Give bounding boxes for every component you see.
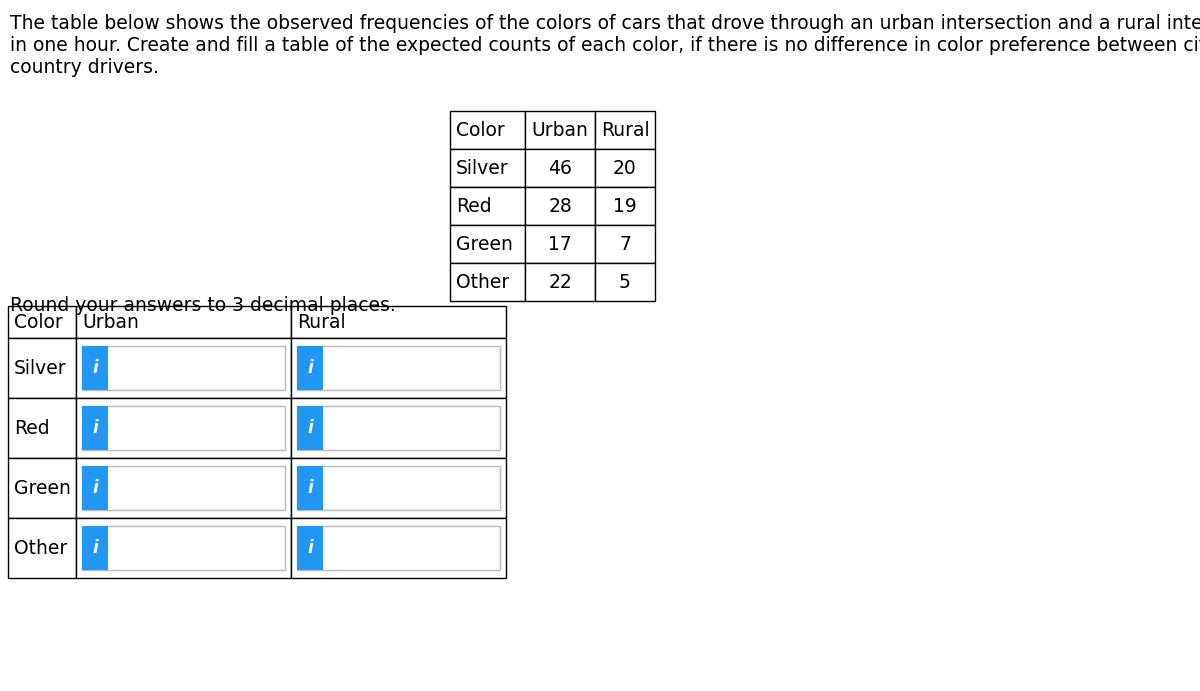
Bar [82, 526, 286, 570]
Text: Other: Other [14, 538, 67, 558]
Text: 5: 5 [619, 272, 631, 292]
Bar [526, 263, 595, 301]
Text: 7: 7 [619, 234, 631, 254]
Bar [82, 406, 108, 450]
Bar [526, 149, 595, 187]
Bar [76, 458, 292, 518]
Bar [450, 225, 526, 263]
Bar [82, 406, 286, 450]
Text: 28: 28 [548, 196, 572, 216]
Bar [76, 338, 292, 398]
Bar [76, 398, 292, 458]
Text: Green: Green [14, 478, 71, 498]
Text: in one hour. Create and fill a table of the expected counts of each color, if th: in one hour. Create and fill a table of … [10, 36, 1200, 55]
Bar [292, 518, 506, 578]
Bar [595, 225, 655, 263]
Bar [8, 306, 76, 338]
Text: Rural: Rural [298, 312, 346, 332]
Bar [292, 338, 506, 398]
Text: Color: Color [14, 312, 62, 332]
Text: i: i [92, 419, 98, 437]
Bar [292, 458, 506, 518]
Text: Silver: Silver [456, 158, 509, 178]
Text: i: i [307, 419, 313, 437]
Bar [76, 306, 292, 338]
Bar [298, 406, 500, 450]
Bar [76, 518, 292, 578]
Bar [292, 398, 506, 458]
Text: Urban: Urban [532, 120, 588, 140]
Bar [8, 518, 76, 578]
Bar [595, 263, 655, 301]
Bar [82, 346, 108, 390]
Bar [8, 338, 76, 398]
Text: 17: 17 [548, 234, 572, 254]
Text: Green: Green [456, 234, 512, 254]
Bar [298, 346, 323, 390]
Bar [595, 149, 655, 187]
Bar [82, 466, 108, 510]
Text: Urban: Urban [82, 312, 139, 332]
Text: 20: 20 [613, 158, 637, 178]
Bar [298, 466, 323, 510]
Text: 22: 22 [548, 272, 572, 292]
Text: i: i [92, 479, 98, 497]
Bar [526, 111, 595, 149]
Text: Rural: Rural [601, 120, 649, 140]
Bar [450, 263, 526, 301]
Bar [298, 346, 500, 390]
Text: Color: Color [456, 120, 505, 140]
Text: Round your answers to 3 decimal places.: Round your answers to 3 decimal places. [10, 296, 396, 315]
Bar [82, 346, 286, 390]
Bar [526, 225, 595, 263]
Text: i: i [307, 539, 313, 557]
Bar [298, 526, 323, 570]
Text: Silver: Silver [14, 359, 67, 377]
Bar [595, 187, 655, 225]
Text: country drivers.: country drivers. [10, 58, 158, 77]
Text: 19: 19 [613, 196, 637, 216]
Bar [450, 149, 526, 187]
Text: Red: Red [456, 196, 492, 216]
Text: 46: 46 [548, 158, 572, 178]
Bar [450, 187, 526, 225]
Bar [82, 466, 286, 510]
Text: The table below shows the observed frequencies of the colors of cars that drove : The table below shows the observed frequ… [10, 14, 1200, 33]
Bar [298, 406, 323, 450]
Text: i: i [307, 359, 313, 377]
Bar [292, 306, 506, 338]
Text: Other: Other [456, 272, 509, 292]
Bar [298, 526, 500, 570]
Text: i: i [307, 479, 313, 497]
Bar [82, 526, 108, 570]
Text: Red: Red [14, 419, 49, 437]
Bar [8, 398, 76, 458]
Bar [595, 111, 655, 149]
Text: i: i [92, 539, 98, 557]
Text: i: i [92, 359, 98, 377]
Bar [526, 187, 595, 225]
Bar [8, 458, 76, 518]
Bar [298, 466, 500, 510]
Bar [450, 111, 526, 149]
